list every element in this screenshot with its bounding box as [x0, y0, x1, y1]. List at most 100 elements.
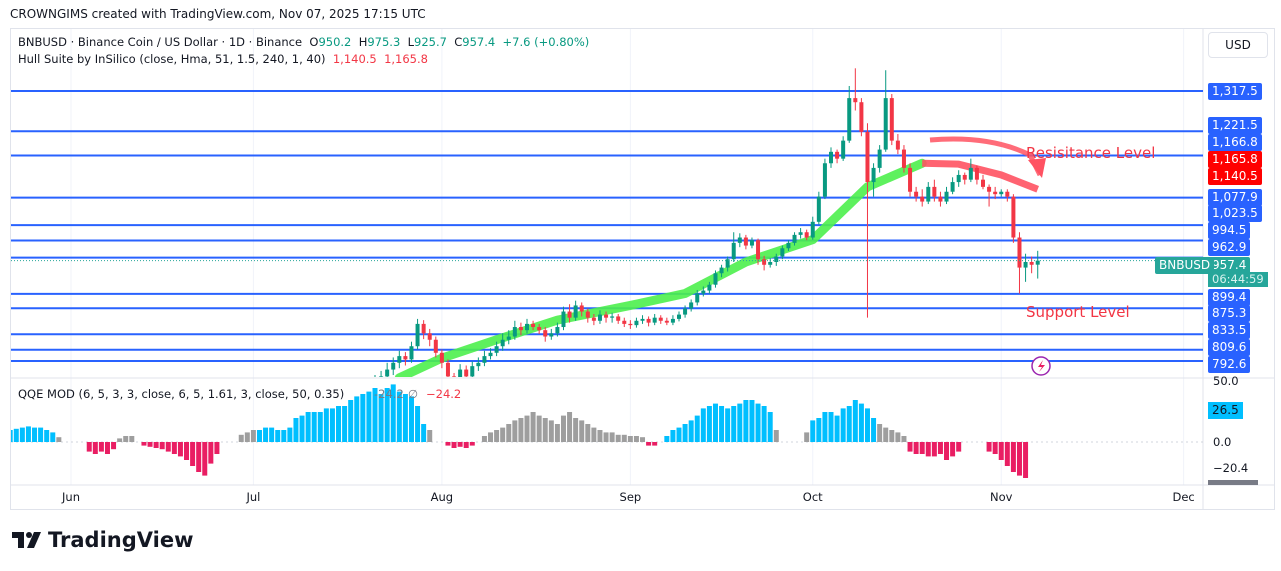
candle-body — [762, 259, 767, 265]
candle-body — [780, 248, 785, 257]
candle-body — [585, 311, 590, 318]
candle-body — [506, 336, 511, 340]
qqe-bar — [214, 442, 220, 454]
price-label: 792.6 — [1208, 356, 1251, 373]
candle-body — [458, 369, 463, 377]
change-value: +7.6 (+0.80%) — [502, 35, 590, 49]
qqe-bar — [743, 400, 749, 442]
qqe-bar — [244, 432, 250, 442]
candle-body — [610, 316, 615, 318]
symbol-legend[interactable]: BNBUSD · Binance Coin / US Dollar · 1D ·… — [18, 35, 589, 49]
candle-body — [677, 314, 681, 319]
qqe-gray-label — [1208, 480, 1258, 485]
candle-body — [908, 167, 913, 192]
candle-body — [756, 240, 761, 260]
qqe-empty-symbol: ∅ — [408, 387, 419, 401]
candle-body — [597, 314, 602, 321]
candle-body — [853, 98, 858, 103]
qqe-bar — [250, 430, 256, 442]
qqe-bar — [840, 408, 846, 442]
candle-body — [816, 196, 821, 222]
qqe-bar — [889, 430, 895, 442]
candle-body — [865, 131, 870, 183]
close-label: C — [454, 35, 463, 49]
candle-body — [743, 237, 748, 246]
qqe-bar — [761, 406, 767, 442]
qqe-bar — [694, 415, 700, 442]
qqe-bar — [488, 432, 494, 442]
qqe-bar — [159, 442, 165, 450]
candle-body — [616, 316, 621, 321]
qqe-bar — [1004, 442, 1010, 466]
candle-body — [871, 167, 876, 183]
qqe-bar — [518, 418, 524, 442]
candle-body — [646, 318, 651, 323]
currency-button[interactable]: USD — [1208, 32, 1268, 58]
support-annotation: Support Level — [1026, 303, 1130, 321]
qqe-bar — [384, 388, 390, 442]
hull-legend[interactable]: Hull Suite by InSilico (close, Hma, 51, … — [18, 52, 428, 66]
qqe-bar — [269, 427, 275, 442]
qqe-bar — [263, 427, 269, 442]
qqe-bar — [494, 430, 500, 442]
qqe-bar — [700, 408, 706, 442]
qqe-bar — [287, 427, 293, 442]
candles — [374, 68, 1040, 377]
qqe-bar — [38, 427, 44, 442]
candle-body — [476, 362, 481, 367]
candle-body — [658, 317, 663, 321]
price-label: 1,140.5 — [1208, 168, 1262, 185]
qqe-bar — [0, 428, 1, 442]
price-label: 1,317.5 — [1208, 83, 1262, 100]
candle-body — [591, 317, 596, 321]
hull-down-segment — [922, 159, 1040, 193]
qqe-bar — [925, 442, 931, 457]
candle-body — [470, 366, 475, 377]
candle-body — [932, 186, 937, 197]
qqe-legend[interactable]: QQE MOD (6, 5, 3, 3, close, 6, 5, 1.61, … — [18, 387, 461, 401]
bar-countdown: 06:44:59 — [1208, 272, 1268, 287]
qqe-bar — [281, 430, 287, 442]
candle-body — [926, 186, 931, 202]
qqe-value-2: −24.2 — [426, 387, 462, 401]
low-label: L — [407, 35, 415, 49]
qqe-bar — [184, 442, 190, 460]
qqe-bar — [931, 442, 937, 457]
qqe-bar — [25, 426, 31, 442]
candle-body — [731, 242, 736, 260]
month-label: Oct — [802, 490, 823, 504]
candle-body — [567, 311, 572, 318]
qqe-bar — [402, 394, 408, 442]
qqe-bar — [640, 437, 646, 442]
tradingview-logo[interactable]: TradingView — [12, 528, 193, 552]
qqe-value-1: -24.2 — [374, 387, 404, 401]
qqe-bar — [895, 432, 901, 442]
candle-body — [1029, 261, 1034, 265]
qqe-bar — [852, 400, 858, 442]
candle-body — [652, 317, 657, 323]
qqe-bar — [883, 427, 889, 442]
candle-body — [956, 174, 961, 183]
qqe-bar — [956, 442, 962, 452]
candle-body — [889, 98, 894, 141]
candle-body — [640, 318, 645, 321]
tradingview-logo-icon — [12, 532, 41, 548]
candle-body — [628, 323, 633, 326]
candle-body — [415, 323, 420, 347]
candle-body — [689, 302, 694, 309]
qqe-bar — [147, 442, 153, 447]
qqe-bar — [585, 424, 591, 442]
qqe-bar — [153, 442, 159, 448]
low-value: 925.7 — [414, 35, 447, 49]
qqe-bar — [378, 394, 384, 442]
qqe-bar — [706, 406, 712, 442]
price-label: 833.5 — [1208, 322, 1251, 339]
qqe-bar — [111, 442, 117, 450]
qqe-bar — [481, 436, 487, 442]
price-label: 1,165.8 — [1208, 151, 1262, 168]
qqe-bar — [469, 442, 475, 446]
candle-body — [829, 151, 833, 164]
candle-body — [999, 191, 1004, 195]
price-label: 809.6 — [1208, 339, 1251, 356]
